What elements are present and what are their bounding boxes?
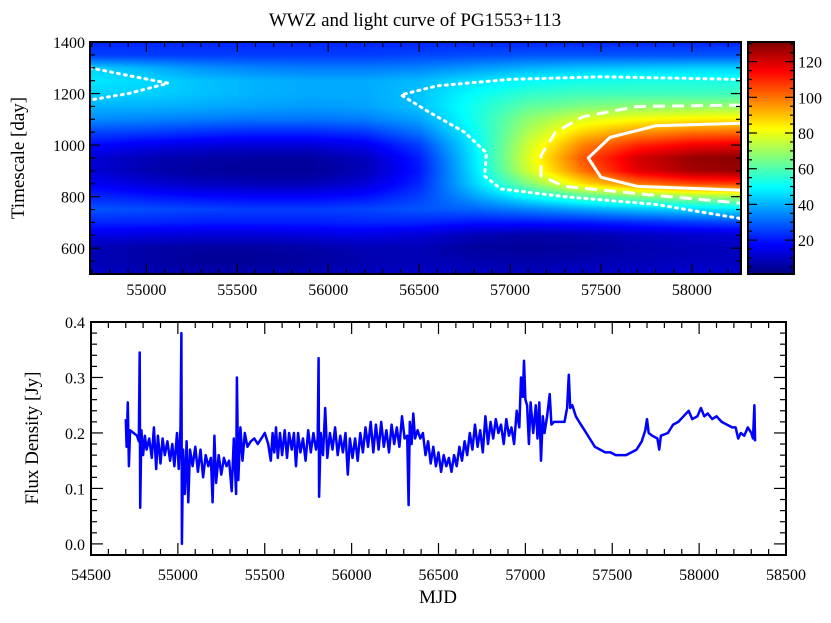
lc-frame	[90, 321, 787, 556]
colorbar-tick-label: 80	[798, 126, 814, 143]
lc-x-label: MJD	[419, 587, 457, 608]
lc-x-tick-label: 55500	[245, 567, 285, 584]
lc-y-tick-label: 0.0	[65, 537, 85, 554]
lc-x-tick-label: 57000	[505, 567, 545, 584]
wwz-heatmap	[90, 42, 741, 274]
lc-x-tick-label: 57500	[592, 567, 632, 584]
contour-solid-3	[586, 121, 741, 192]
colorbar	[748, 42, 794, 274]
wwz-x-tick-label: 58000	[672, 282, 712, 299]
wwz-x-tick-label: 55000	[126, 282, 166, 299]
lc-x-tick-label: 54500	[71, 567, 111, 584]
wwz-x-tick-label: 56500	[399, 282, 439, 299]
lc-y-tick-label: 0.2	[65, 426, 85, 443]
lc-x-tick-label: 56000	[332, 567, 372, 584]
wwz-x-tick-label: 56000	[308, 282, 348, 299]
lc-y-label: Flux Density [Jy]	[22, 372, 43, 505]
lc-y-tick-label: 0.4	[65, 315, 85, 332]
lc-y-tick-label: 0.3	[65, 370, 85, 387]
wwz-y-tick-label: 1200	[53, 87, 85, 104]
contour-dashed-2	[539, 103, 741, 205]
lc-x-tick-label: 56500	[419, 567, 459, 584]
contour-dotted-1	[399, 75, 741, 221]
wwz-y-tick-label: 800	[61, 190, 85, 207]
colorbar-tick-label: 60	[798, 162, 814, 179]
light-curve-line	[124, 331, 757, 546]
contour-dotted-0	[90, 66, 170, 102]
wwz-y-tick-label: 600	[61, 241, 85, 258]
colorbar-tick-label: 100	[798, 90, 822, 107]
colorbar-frame	[747, 41, 795, 275]
wwz-y-label: Timescale [day]	[8, 97, 29, 219]
wwz-x-tick-label: 57000	[490, 282, 530, 299]
lc-x-tick-label: 58000	[679, 567, 719, 584]
wwz-y-tick-label: 1000	[53, 138, 85, 155]
lc-x-tick-label: 58500	[766, 567, 806, 584]
wwz-x-tick-label: 57500	[581, 282, 621, 299]
wwz-y-tick-label: 1400	[53, 35, 85, 52]
chart-title: WWZ and light curve of PG1553+113	[269, 10, 561, 31]
colorbar-tick-label: 20	[798, 233, 814, 250]
colorbar-tick-label: 120	[798, 55, 822, 72]
wwz-x-tick-label: 55500	[217, 282, 257, 299]
lc-x-tick-label: 55000	[158, 567, 198, 584]
colorbar-tick-label: 40	[798, 197, 814, 214]
lc-y-tick-label: 0.1	[65, 481, 85, 498]
